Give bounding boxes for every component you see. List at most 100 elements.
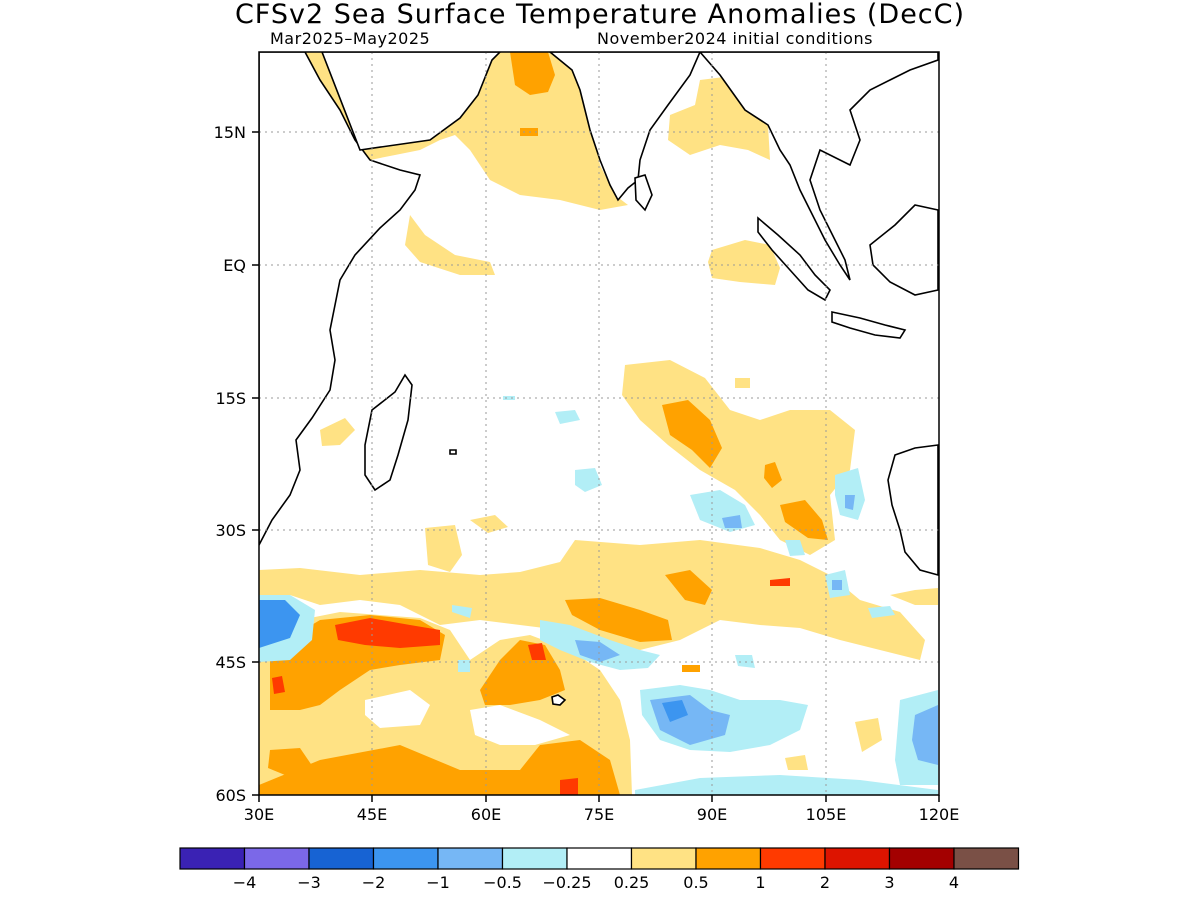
anomaly-region-neutral <box>365 690 430 728</box>
anomaly-region-orange <box>780 500 828 540</box>
anomaly-region-orange <box>565 598 672 642</box>
anomaly-region-light-blue <box>868 606 895 618</box>
kerguelen-island <box>551 694 567 706</box>
java <box>831 311 907 339</box>
mauritius <box>449 449 457 455</box>
indochina-coast <box>698 52 939 281</box>
anomaly-region-mid-blue <box>722 515 742 528</box>
colorbar-swatch <box>566 847 633 870</box>
anomaly-region-light-blue <box>785 540 805 556</box>
anomaly-region-orange <box>682 665 700 672</box>
colorbar-swatch <box>243 847 310 870</box>
lat-label: 45S <box>215 653 246 672</box>
anomaly-region-light-blue <box>503 396 515 400</box>
colorbar-swatch <box>437 847 504 870</box>
anomaly-region-light-orange <box>668 75 770 160</box>
lon-label: 105E <box>806 805 847 824</box>
colorbar-swatch <box>179 847 246 870</box>
sumatra <box>757 216 831 302</box>
colorbar-swatch <box>630 847 697 870</box>
gridlines <box>259 52 939 795</box>
anomaly-region-orange <box>770 578 790 586</box>
anomaly-field <box>259 52 939 795</box>
colorbar-label: −3 <box>297 873 321 892</box>
madagascar <box>364 373 413 492</box>
colorbar-label: 3 <box>884 873 894 892</box>
lon-label: 75E <box>584 805 614 824</box>
anomaly-region-orange <box>662 400 722 468</box>
colorbar-label: 2 <box>820 873 830 892</box>
anomaly-region-light-orange <box>360 52 628 210</box>
colorbar-swatch <box>695 847 762 870</box>
lon-label: 60E <box>471 805 501 824</box>
africa-coast <box>259 52 422 546</box>
lat-labels: 15N EQ 15S 30S 45S 60S <box>214 123 246 805</box>
lon-label: 45E <box>357 805 387 824</box>
anomaly-region-blue <box>662 700 688 722</box>
colorbar-label: 0.25 <box>614 873 650 892</box>
anomaly-region-light-blue <box>835 468 865 520</box>
sri-lanka <box>634 174 653 212</box>
anomaly-region-light-orange <box>405 215 495 275</box>
colorbar-label: −2 <box>362 873 386 892</box>
anomaly-region-orange <box>764 462 782 488</box>
anomaly-region-light-orange <box>890 588 938 605</box>
colorbar-swatch <box>824 847 891 870</box>
anomaly-region-light-orange <box>735 378 750 388</box>
colorbar-legend: −4 −3 −2 −1 −0.5 −0.25 0.25 0.5 1 2 3 4 <box>179 847 1020 892</box>
initial-conditions: November2024 initial conditions <box>597 29 873 48</box>
india-coast <box>548 52 701 202</box>
anomaly-region-light-blue <box>555 410 580 424</box>
colorbar-label: −0.25 <box>542 873 591 892</box>
landmass <box>259 52 939 706</box>
colorbar-label: 0.5 <box>683 873 708 892</box>
colorbar-swatch <box>308 847 375 870</box>
anomaly-region-orange <box>259 740 620 795</box>
map-title: CFSv2 Sea Surface Temperature Anomalies … <box>234 0 966 30</box>
anomaly-region-mid-blue <box>832 580 842 590</box>
anomaly-region-light-orange <box>785 755 808 770</box>
anomaly-region-light-orange <box>470 515 508 533</box>
colorbar-swatch <box>501 847 568 870</box>
colorbar-label: 4 <box>949 873 959 892</box>
forecast-period: Mar2025–May2025 <box>270 29 431 48</box>
lon-label: 30E <box>244 805 274 824</box>
lat-label: 60S <box>215 786 246 805</box>
colorbar-label: −0.5 <box>483 873 522 892</box>
lat-label: 15N <box>214 123 246 142</box>
colorbar-label: 1 <box>755 873 765 892</box>
anomaly-region-light-orange <box>425 525 462 572</box>
anomaly-region-light-blue <box>575 468 602 492</box>
lon-labels: 30E 45E 60E 75E 90E 105E 120E <box>244 805 960 824</box>
anomaly-region-mid-blue <box>912 705 938 765</box>
colorbar-swatch <box>759 847 826 870</box>
anomaly-region-light-orange <box>320 418 355 446</box>
colorbar-label: −1 <box>426 873 450 892</box>
anomaly-region-red <box>528 643 546 660</box>
anomaly-region-orange <box>665 570 712 605</box>
lat-label: 15S <box>215 389 246 408</box>
anomaly-region-orange <box>510 52 555 95</box>
lat-label: EQ <box>223 256 246 275</box>
lat-label: 30S <box>215 521 246 540</box>
australia-coast <box>887 444 939 577</box>
colorbar-label: −4 <box>233 873 257 892</box>
anomaly-region-light-blue <box>458 660 470 672</box>
colorbar-swatch <box>372 847 439 870</box>
anomaly-region-red <box>335 618 440 648</box>
lon-label: 90E <box>697 805 727 824</box>
lon-label: 120E <box>919 805 960 824</box>
anomaly-region-red <box>272 676 285 694</box>
anomaly-region-light-orange <box>708 240 780 285</box>
anomaly-region-mid-blue <box>845 495 855 510</box>
anomaly-region-light-orange <box>855 718 882 752</box>
anomaly-region-red <box>560 778 578 795</box>
anomaly-region-neutral <box>470 705 570 745</box>
anomaly-region-orange <box>268 748 315 775</box>
anomaly-region-blue <box>259 600 300 648</box>
anomaly-region-light-blue <box>635 775 938 795</box>
colorbar-swatch <box>953 847 1020 870</box>
colorbar-swatch <box>888 847 955 870</box>
borneo <box>869 204 939 296</box>
